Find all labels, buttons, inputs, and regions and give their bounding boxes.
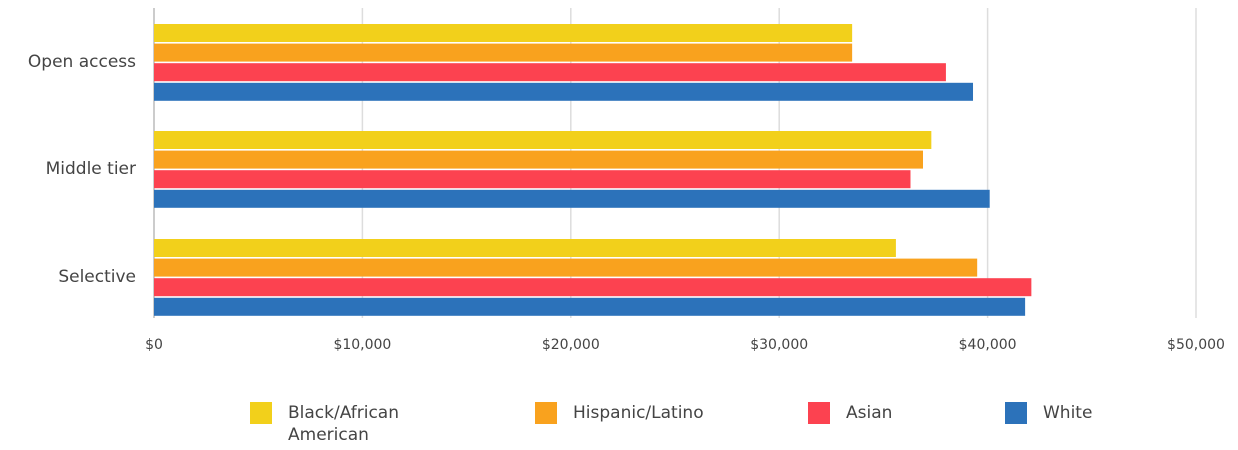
bar — [154, 239, 896, 257]
x-tick-label: $30,000 — [750, 337, 808, 353]
legend-label: Hispanic/Latino — [573, 403, 704, 423]
bar — [154, 43, 853, 62]
x-tick-label: $50,000 — [1167, 337, 1225, 353]
bar — [154, 63, 946, 82]
chart: $0 $10,000 $20,000 $30,000 $40,000 $50,000 Ope… — [28, 8, 1225, 353]
bar — [154, 189, 990, 208]
legend-label: Black/African American — [288, 403, 399, 445]
legend-swatch — [535, 402, 557, 424]
x-tick-label: $20,000 — [542, 337, 600, 353]
legend-swatch — [1005, 402, 1027, 424]
legend-item: Asian — [808, 402, 892, 424]
legend-swatch — [250, 402, 272, 424]
x-tick-label: $0 — [145, 337, 163, 353]
legend-swatch — [808, 402, 830, 424]
bar — [154, 258, 978, 277]
legend-label: Asian — [846, 403, 893, 423]
legend: Black/African American Hispanic/Latino Asi… — [0, 402, 1238, 450]
bar — [154, 170, 911, 189]
category-label: Selective — [58, 267, 136, 287]
category-label: Middle tier — [46, 159, 136, 179]
bar — [154, 150, 923, 169]
x-tick-label: $10,000 — [333, 337, 391, 353]
bar — [154, 24, 853, 42]
x-tick-label: $40,000 — [959, 337, 1017, 353]
bar — [154, 131, 932, 149]
category-label: Open access — [28, 52, 136, 72]
bar — [154, 297, 1026, 316]
legend-item: Black/African American — [250, 402, 428, 446]
legend-item: Hispanic/Latino — [535, 402, 704, 424]
bar — [154, 278, 1032, 297]
legend-label: White — [1043, 403, 1093, 423]
legend-item: White — [1005, 402, 1092, 424]
bar — [154, 82, 974, 101]
